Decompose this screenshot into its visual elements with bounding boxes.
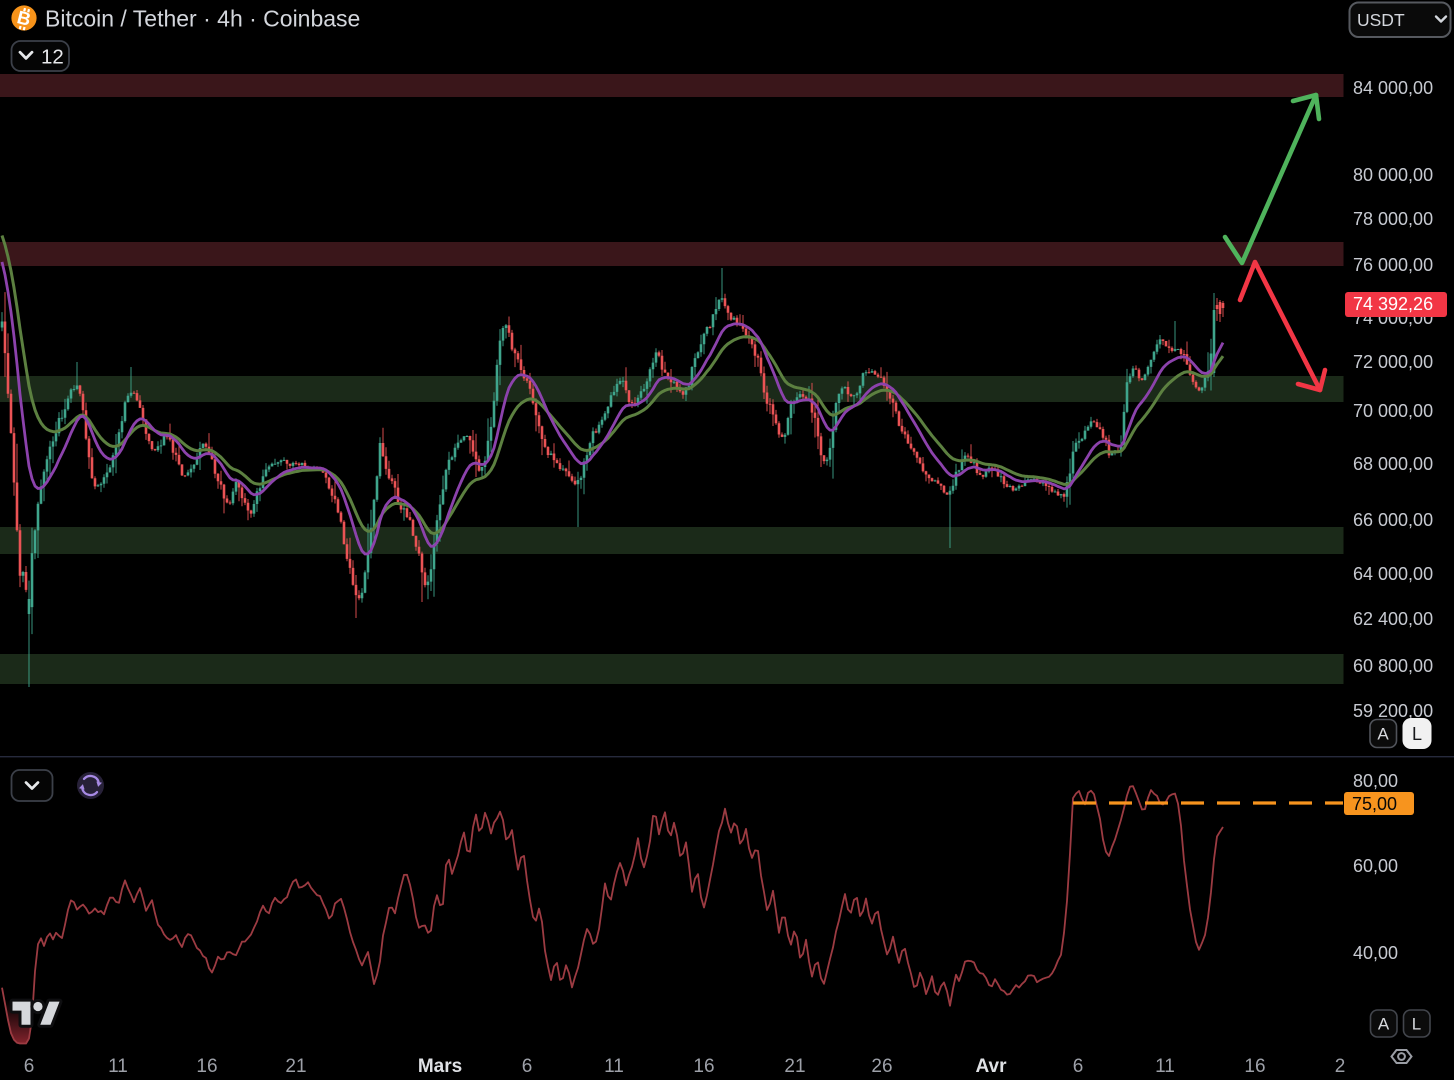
svg-text:26: 26 (871, 1056, 892, 1077)
svg-text:60 800,00: 60 800,00 (1353, 656, 1433, 676)
svg-text:12: 12 (41, 46, 64, 69)
svg-text:2: 2 (1335, 1056, 1346, 1077)
svg-text:Avr: Avr (976, 1056, 1008, 1077)
svg-text:76 000,00: 76 000,00 (1353, 255, 1433, 275)
svg-text:6: 6 (522, 1056, 533, 1077)
svg-text:70 000,00: 70 000,00 (1353, 401, 1433, 421)
svg-text:L: L (1412, 1015, 1421, 1034)
svg-text:74 392,26: 74 392,26 (1353, 294, 1433, 314)
svg-text:Bitcoin / Tether · 4h · Coinba: Bitcoin / Tether · 4h · Coinbase (45, 6, 360, 32)
svg-text:6: 6 (24, 1056, 35, 1077)
svg-text:21: 21 (285, 1056, 306, 1077)
svg-text:80 000,00: 80 000,00 (1353, 165, 1433, 185)
svg-text:40,00: 40,00 (1353, 943, 1398, 963)
svg-text:L: L (1412, 724, 1422, 744)
svg-text:16: 16 (1244, 1056, 1265, 1077)
svg-text:21: 21 (784, 1056, 805, 1077)
svg-text:60,00: 60,00 (1353, 856, 1398, 876)
svg-text:16: 16 (693, 1056, 714, 1077)
svg-text:75,00: 75,00 (1352, 794, 1397, 814)
svg-text:84 000,00: 84 000,00 (1353, 78, 1433, 98)
svg-text:80,00: 80,00 (1353, 771, 1398, 791)
svg-text:66 000,00: 66 000,00 (1353, 510, 1433, 530)
svg-text:62 400,00: 62 400,00 (1353, 609, 1433, 629)
svg-text:11: 11 (1155, 1056, 1175, 1077)
svg-text:A: A (1377, 725, 1389, 744)
svg-text:59 200,00: 59 200,00 (1353, 701, 1433, 721)
svg-text:11: 11 (108, 1056, 128, 1077)
svg-text:A: A (1378, 1015, 1390, 1034)
svg-text:68 000,00: 68 000,00 (1353, 454, 1433, 474)
svg-text:64 000,00: 64 000,00 (1353, 564, 1433, 584)
svg-text:16: 16 (196, 1056, 217, 1077)
svg-text:USDT: USDT (1357, 10, 1405, 30)
svg-text:Mars: Mars (418, 1056, 462, 1077)
svg-text:78 000,00: 78 000,00 (1353, 209, 1433, 229)
svg-text:11: 11 (604, 1056, 624, 1077)
svg-text:72 000,00: 72 000,00 (1353, 352, 1433, 372)
svg-text:6: 6 (1073, 1056, 1084, 1077)
